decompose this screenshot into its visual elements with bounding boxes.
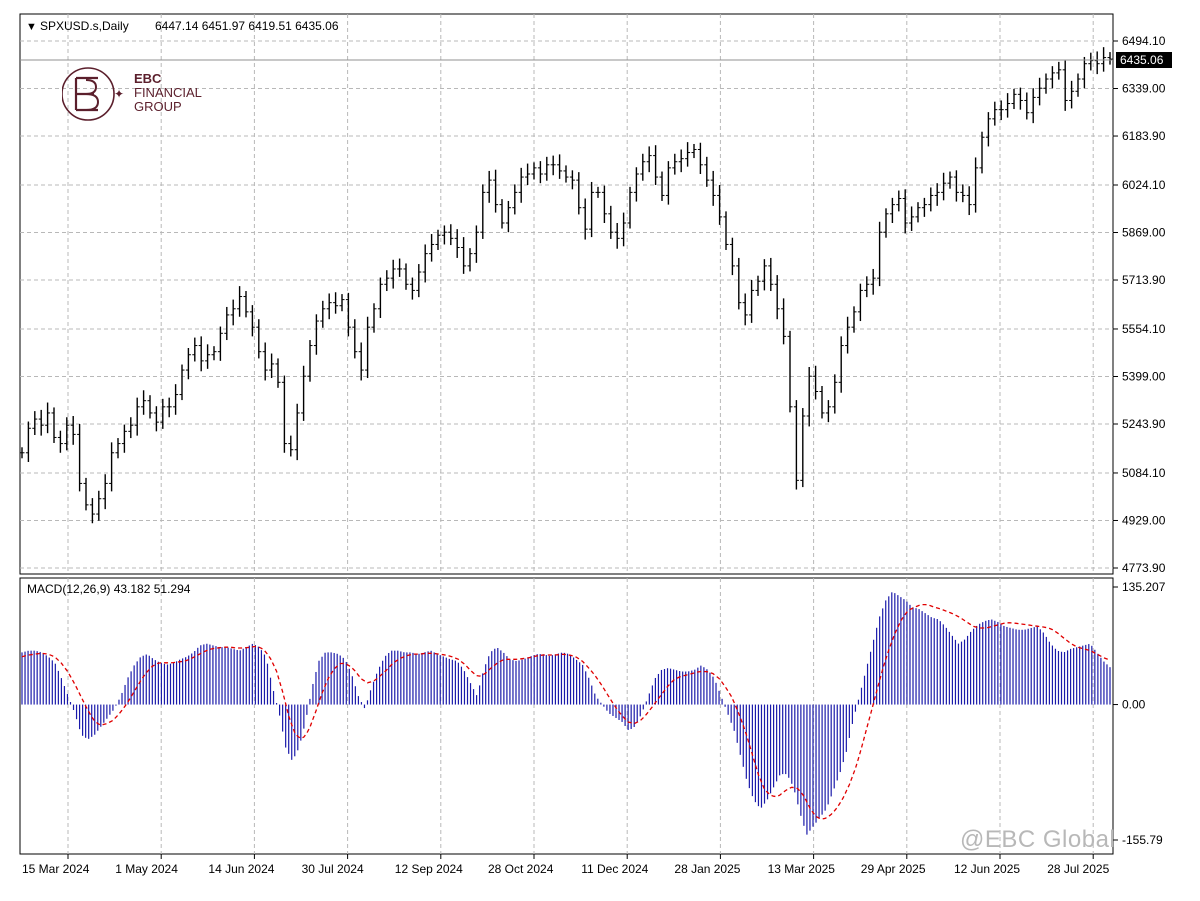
price-tick-label: 6494.10 xyxy=(1122,34,1166,48)
date-tick-label: 12 Sep 2024 xyxy=(395,862,463,876)
current-price-box xyxy=(1116,52,1172,68)
axis-labels-layer: 6494.10 6339.00 6183.90 6024.10 5869.00 5713.… xyxy=(22,34,1166,876)
macd-tick-label: 135.207 xyxy=(1122,580,1166,594)
date-tick-label: 30 Jul 2024 xyxy=(302,862,364,876)
price-tick-label: 5084.10 xyxy=(1122,466,1166,480)
date-tick-label: 14 Jun 2024 xyxy=(208,862,274,876)
current-price-label: 6435.06 xyxy=(1120,53,1164,67)
date-tick-label: 28 Jul 2025 xyxy=(1047,862,1109,876)
macd-tick-label: 0.00 xyxy=(1122,698,1146,712)
grid-layer xyxy=(20,14,1113,854)
symbol-dropdown-icon[interactable]: ▼ xyxy=(26,21,37,33)
logo-line2: FINANCIAL xyxy=(134,85,202,100)
date-tick-label: 29 Apr 2025 xyxy=(861,862,926,876)
price-tick-label: 5713.90 xyxy=(1122,273,1166,287)
macd-panel-frame xyxy=(19,577,1114,855)
price-tick-label: 5869.00 xyxy=(1122,226,1166,240)
date-tick-label: 1 May 2024 xyxy=(115,862,178,876)
price-bars-layer xyxy=(19,47,1113,524)
price-tick-label: 6024.10 xyxy=(1122,178,1166,192)
price-tick-label: 6183.90 xyxy=(1122,129,1166,143)
logo-line1: EBC xyxy=(134,71,162,86)
macd-histogram-layer xyxy=(21,592,1111,835)
ebc-logo: ✦ EBC FINANCIAL GROUP xyxy=(61,64,232,124)
date-tick-label: 28 Jan 2025 xyxy=(674,862,740,876)
date-tick-label: 12 Jun 2025 xyxy=(954,862,1020,876)
macd-title: MACD(12,26,9) 43.182 51.294 xyxy=(27,582,191,596)
svg-text:✦: ✦ xyxy=(114,87,124,101)
watermark: @EBC Global xyxy=(960,826,1116,853)
price-panel-frame xyxy=(19,13,1114,575)
price-tick-label: 6339.00 xyxy=(1122,82,1166,96)
price-tick-label: 4773.90 xyxy=(1122,561,1166,575)
symbol-label[interactable]: SPXUSD.s,Daily xyxy=(40,19,129,33)
ohlc-readout: 6447.14 6451.97 6419.51 6435.06 xyxy=(155,19,339,33)
date-tick-label: 28 Oct 2024 xyxy=(488,862,554,876)
macd-tick-label: -155.79 xyxy=(1122,833,1163,847)
date-tick-label: 11 Dec 2024 xyxy=(581,862,648,876)
date-tick-label: 13 Mar 2025 xyxy=(768,862,836,876)
date-tick-label: 15 Mar 2024 xyxy=(22,862,90,876)
price-tick-label: 5399.00 xyxy=(1122,369,1166,383)
ebc-logo-icon: ✦ xyxy=(61,67,124,121)
price-tick-label: 4929.00 xyxy=(1122,513,1166,527)
logo-line3: GROUP xyxy=(134,99,182,114)
price-tick-label: 5554.10 xyxy=(1122,322,1166,336)
price-tick-label: 5243.90 xyxy=(1122,417,1166,431)
